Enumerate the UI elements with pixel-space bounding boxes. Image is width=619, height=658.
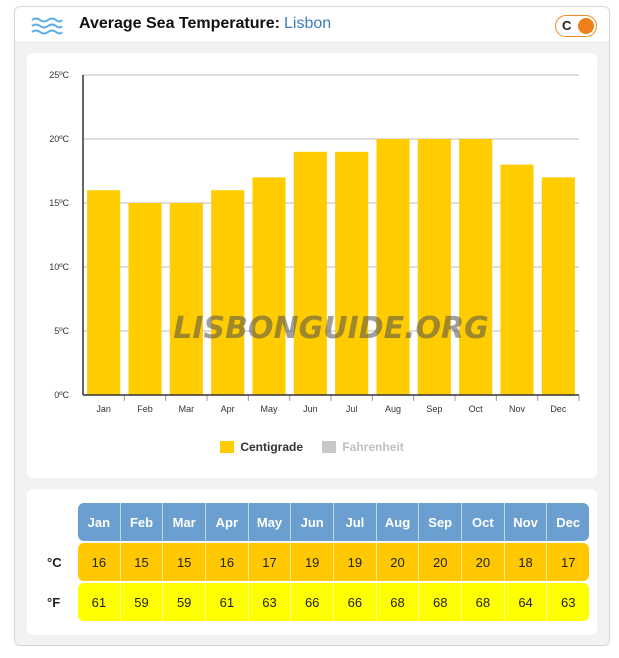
celsius-cell: 16: [206, 543, 249, 581]
y-tick-label: 5ºC: [54, 326, 69, 336]
x-tick-label: Dec: [550, 404, 567, 414]
celsius-cell: 15: [121, 543, 164, 581]
unit-toggle-label: C: [562, 18, 572, 33]
y-tick-label: 20ºC: [49, 134, 69, 144]
month-header-cell: Jul: [334, 503, 377, 541]
bar: [541, 177, 575, 395]
celsius-cell: 20: [419, 543, 463, 581]
fahrenheit-cell: 68: [419, 583, 463, 621]
celsius-cell: 16: [78, 543, 121, 581]
bar: [169, 203, 203, 395]
title-text: Average Sea Temperature:: [79, 15, 280, 32]
month-header-cell: Sep: [419, 503, 463, 541]
legend-swatch-centigrade: [220, 440, 235, 453]
widget-header: Average Sea Temperature: Lisbon C: [15, 7, 609, 43]
fahrenheit-cell: 63: [560, 594, 576, 610]
x-tick-label: Mar: [179, 404, 195, 414]
temperature-chart: 0ºC 5ºC 10ºC 15ºC 20ºC 25ºC Jan Feb Mar Apr May Jun…: [49, 70, 580, 414]
month-header-cell: Jan: [78, 503, 121, 541]
fahrenheit-cell: 68: [377, 583, 420, 621]
month-header-cell: Dec: [556, 514, 581, 530]
celsius-cell: 20: [377, 543, 420, 581]
bar: [417, 139, 451, 395]
legend-label-centigrade: Centigrade: [240, 439, 303, 454]
y-tick-label: 15ºC: [49, 198, 69, 208]
celsius-row-label: °C: [47, 554, 62, 570]
table-header-row: Jan Feb Mar Apr May Jun Jul Aug Sep Oct Nov Dec: [78, 503, 589, 541]
month-header-cell: Oct: [462, 503, 505, 541]
bar: [293, 151, 327, 395]
waves-icon: [31, 17, 63, 35]
bar: [459, 139, 493, 395]
month-header-cell: May: [249, 503, 292, 541]
celsius-cell: 19: [334, 543, 377, 581]
x-tick-label: Aug: [385, 404, 401, 414]
x-tick-label: Oct: [469, 404, 484, 414]
month-header-cell: Mar: [163, 503, 207, 541]
unit-toggle[interactable]: C: [555, 15, 597, 37]
x-tick-label: Jun: [303, 404, 318, 414]
month-header-cell: Feb: [121, 503, 164, 541]
bar: [252, 177, 286, 395]
fahrenheit-cell: 66: [291, 583, 335, 621]
fahrenheit-cell: 61: [206, 583, 249, 621]
chart-panel: 0ºC 5ºC 10ºC 15ºC 20ºC 25ºC Jan Feb Mar Apr May Jun…: [27, 53, 597, 478]
widget-title: Average Sea Temperature: Lisbon: [79, 15, 331, 33]
fahrenheit-cell: 59: [163, 583, 207, 621]
x-tick-label: Apr: [221, 404, 235, 414]
y-tick-label: 0ºC: [54, 390, 69, 400]
celsius-cell: 17: [249, 543, 292, 581]
chart-legend: Centigrade Fahrenheit: [27, 439, 597, 459]
x-tick-label: Sep: [426, 404, 442, 414]
legend-label-fahrenheit: Fahrenheit: [342, 439, 404, 454]
x-tick-label: Jul: [346, 404, 358, 414]
fahrenheit-cell: 66: [334, 583, 377, 621]
fahrenheit-cell: 63: [249, 583, 292, 621]
celsius-cell: 18: [505, 543, 548, 581]
x-tick-label: Feb: [137, 404, 153, 414]
celsius-cell: 17: [560, 554, 576, 570]
month-header-cell: Aug: [377, 503, 420, 541]
y-tick-label: 25ºC: [49, 70, 69, 80]
fahrenheit-cell: 59: [121, 583, 164, 621]
bar: [211, 190, 245, 395]
legend-item-centigrade[interactable]: Centigrade: [220, 440, 303, 454]
bar: [500, 164, 534, 395]
fahrenheit-cell: 61: [78, 583, 121, 621]
celsius-cell: 15: [163, 543, 207, 581]
bar: [376, 139, 410, 395]
x-tick-label: Nov: [509, 404, 526, 414]
month-header-cell: Nov: [505, 503, 548, 541]
y-tick-label: 10ºC: [49, 262, 69, 272]
fahrenheit-cell: 68: [462, 583, 505, 621]
bar: [335, 151, 369, 395]
watermark: LISBONGUIDE.ORG: [173, 311, 489, 346]
fahrenheit-cell: 64: [505, 583, 548, 621]
temperature-table: Jan Feb Mar Apr May Jun Jul Aug Sep Oct Nov Dec °C …: [27, 489, 597, 635]
x-tick-label: May: [260, 404, 278, 414]
toggle-knob[interactable]: [578, 18, 594, 34]
month-header-cell: Jun: [291, 503, 335, 541]
legend-item-fahrenheit[interactable]: Fahrenheit: [322, 439, 404, 454]
legend-swatch-fahrenheit: [322, 440, 337, 453]
celsius-cell: 19: [291, 543, 335, 581]
sea-temperature-widget: Average Sea Temperature: Lisbon C 0ºC 5ºC 1…: [14, 6, 610, 646]
fahrenheit-row: 61 59 59 61 63 66 66 68 68 68 64 63: [78, 583, 589, 621]
month-header-cell: Apr: [206, 503, 249, 541]
bar: [87, 190, 121, 395]
celsius-row: 16 15 15 16 17 19 19 20 20 20 18 17: [78, 543, 589, 581]
fahrenheit-row-label: °F: [47, 594, 61, 610]
city-name[interactable]: Lisbon: [283, 15, 332, 32]
x-tick-label: Jan: [96, 404, 111, 414]
celsius-cell: 20: [462, 543, 505, 581]
bar: [128, 203, 162, 395]
